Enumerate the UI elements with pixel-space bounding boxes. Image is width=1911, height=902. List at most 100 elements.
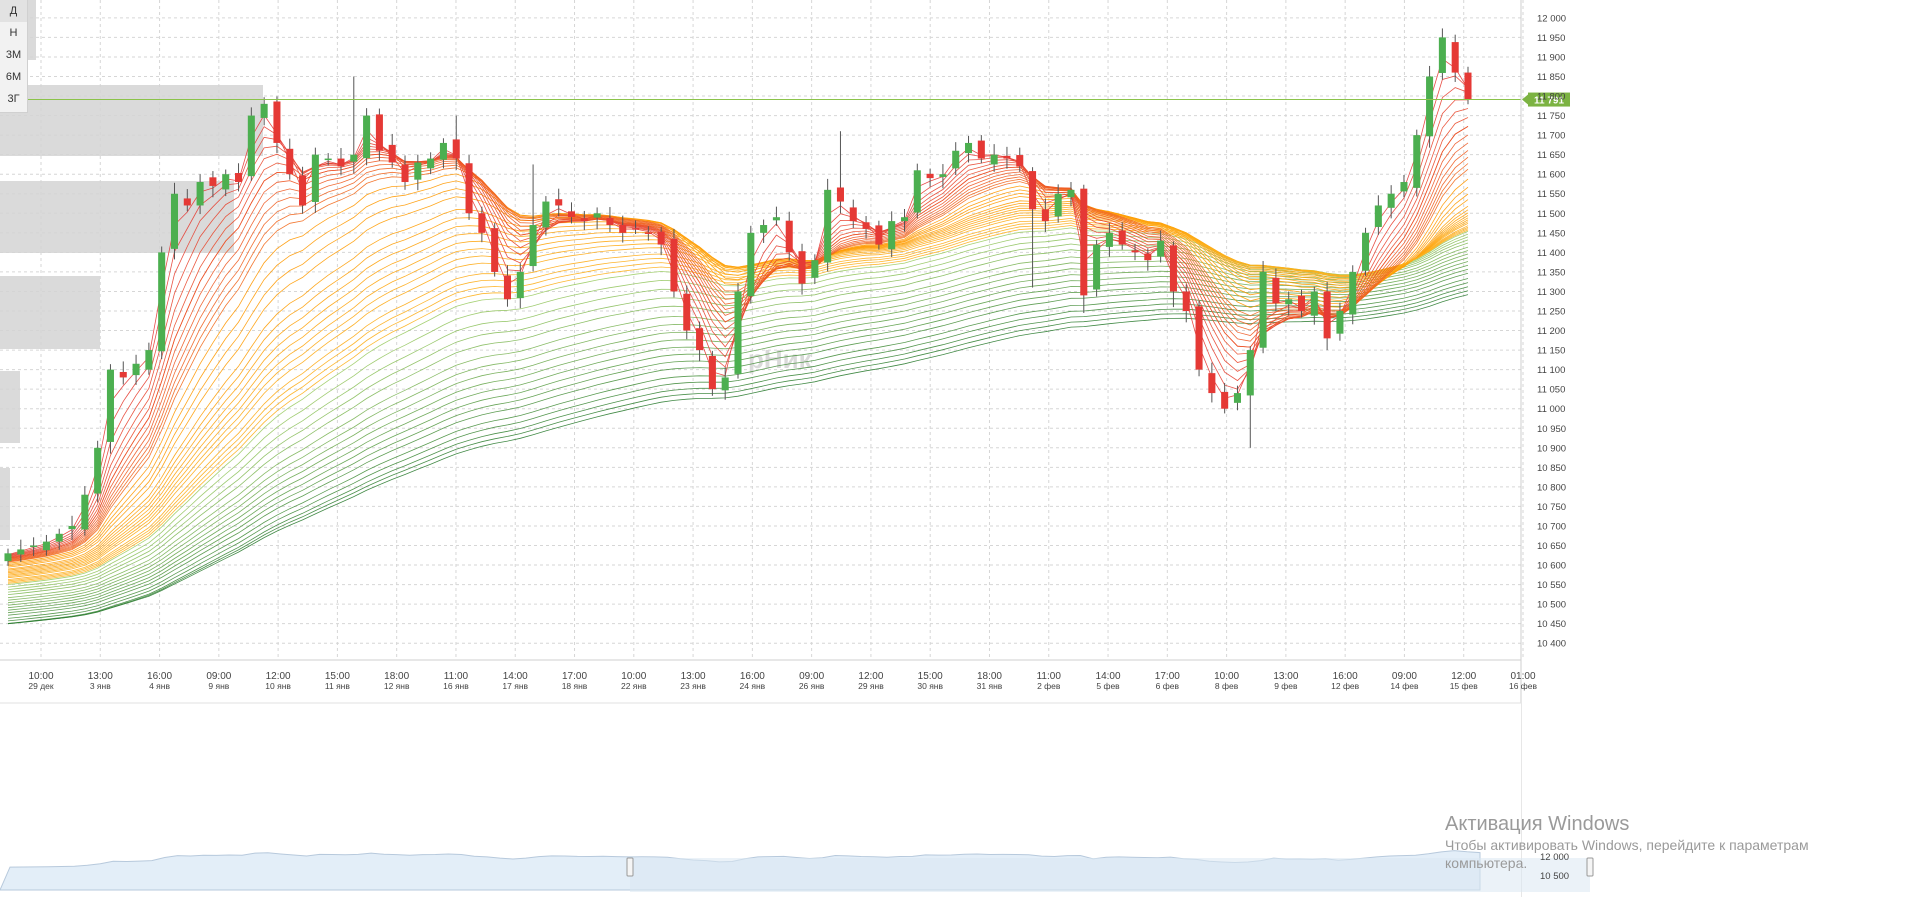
y-tick-label: 10 750 (1537, 502, 1566, 513)
candle-body (42, 541, 50, 551)
y-tick-label: 11 250 (1537, 307, 1565, 318)
x-tick-date: 15 фев (1450, 681, 1479, 691)
x-tick-time: 14:00 (503, 671, 528, 682)
last-price-arrow (1522, 94, 1528, 105)
volume-profile-bar (0, 468, 10, 540)
candle-body (1041, 209, 1049, 222)
volume-profile (0, 0, 263, 540)
period-button-3m[interactable]: 3М (5, 49, 22, 61)
volume-profile-bar (0, 181, 134, 253)
candle-body (1336, 311, 1344, 334)
candle-body (478, 213, 486, 233)
candle-body (529, 225, 537, 267)
candle-body (1208, 373, 1216, 394)
y-tick-label: 11 500 (1537, 209, 1565, 220)
candle-body (94, 447, 102, 494)
ribbon-line (7, 290, 1469, 625)
period-button-day[interactable]: Д (0, 0, 27, 22)
x-tick-date: 11 янв (325, 681, 350, 691)
candle-body (1246, 350, 1254, 396)
candle-body (145, 350, 153, 370)
ribbon-line (7, 206, 1469, 574)
period-button-week[interactable]: Н (9, 27, 18, 39)
y-tick-label: 10 800 (1537, 482, 1566, 493)
candle-body (183, 198, 191, 206)
candle-body (1016, 155, 1024, 167)
candle-body (311, 154, 319, 202)
candle-body (1195, 306, 1203, 370)
period-button-6m[interactable]: 6М (5, 71, 22, 83)
candle-body (30, 545, 38, 548)
candle-body (555, 199, 563, 206)
candle-body (824, 189, 832, 263)
period-selector: Д Н 3М 6М 3Г (0, 0, 28, 113)
candle-body (4, 553, 12, 562)
y-tick-label: 10 700 (1537, 521, 1566, 532)
candle-body (1029, 171, 1037, 210)
x-tick-time: 17:00 (562, 671, 587, 682)
y-tick-label: 11 950 (1537, 33, 1565, 44)
candle-body (836, 187, 844, 202)
windows-activation-notice: Активация Windows Чтобы активировать Win… (1445, 812, 1865, 872)
candle-body (286, 148, 294, 175)
candle-body (721, 377, 729, 391)
candle-body (811, 260, 819, 278)
x-tick-time: 16:00 (147, 671, 172, 682)
candle-body (1387, 193, 1395, 208)
candle-body (747, 232, 755, 297)
y-tick-label: 10 500 (1537, 600, 1566, 611)
y-tick-label: 10 600 (1537, 561, 1566, 572)
x-tick-date: 18 янв (562, 681, 588, 691)
candle-body (977, 140, 985, 159)
candle-body (106, 369, 114, 442)
y-tick-label: 10 850 (1537, 463, 1566, 474)
y-tick-label: 11 450 (1537, 228, 1565, 239)
candle-body (247, 115, 255, 177)
candle-body (696, 328, 704, 351)
y-tick-label: 12 000 (1537, 13, 1566, 24)
candle-body (1374, 205, 1382, 227)
ribbon-line (7, 210, 1469, 576)
x-tick-date: 26 янв (799, 681, 825, 691)
candle-body (567, 211, 576, 218)
candle-body (619, 225, 627, 233)
navigator[interactable]: 12 000 10 500 (0, 702, 1594, 897)
candle-body (1157, 240, 1165, 257)
candle-body (1349, 271, 1357, 315)
y-tick-label: 10 900 (1537, 443, 1566, 454)
x-tick-time: 11:00 (1037, 671, 1062, 682)
x-tick-date: 9 янв (208, 681, 229, 691)
x-tick-date: 12 фев (1331, 681, 1360, 691)
last-price-label: 11 791 (1534, 96, 1564, 107)
candle-body (580, 218, 588, 222)
x-tick-time: 17:00 (1155, 671, 1180, 682)
y-tick-label: 11 700 (1537, 131, 1565, 142)
candle-body (990, 154, 998, 165)
candle-body (1182, 291, 1190, 312)
y-tick-label: 11 900 (1537, 52, 1565, 63)
y-tick-label: 11 000 (1537, 404, 1565, 415)
candle-body (632, 228, 640, 230)
candle-body (1310, 291, 1318, 316)
candle-body (1464, 72, 1472, 100)
x-tick-date: 2 фев (1037, 681, 1061, 691)
ribbon-line (7, 286, 1469, 624)
period-button-3y[interactable]: 3Г (7, 93, 20, 105)
volume-profile-bar (0, 276, 100, 349)
x-tick-time: 09:00 (206, 671, 231, 682)
candle-body (1297, 295, 1306, 312)
candle-body (1144, 253, 1152, 261)
y-tick-label: 11 300 (1537, 287, 1565, 298)
candle-body (324, 158, 332, 161)
candle-body (606, 217, 614, 226)
candle-body (1362, 232, 1370, 271)
x-tick-time: 18:00 (977, 671, 1002, 682)
candle-body (1118, 230, 1126, 245)
x-tick-time: 10:00 (1214, 671, 1239, 682)
x-tick-date: 16 янв (443, 681, 469, 691)
x-tick-time: 10:00 (621, 671, 646, 682)
y-tick-label: 11 100 (1537, 365, 1565, 376)
candle-body (1426, 76, 1434, 137)
y-tick-label: 10 550 (1537, 580, 1566, 591)
